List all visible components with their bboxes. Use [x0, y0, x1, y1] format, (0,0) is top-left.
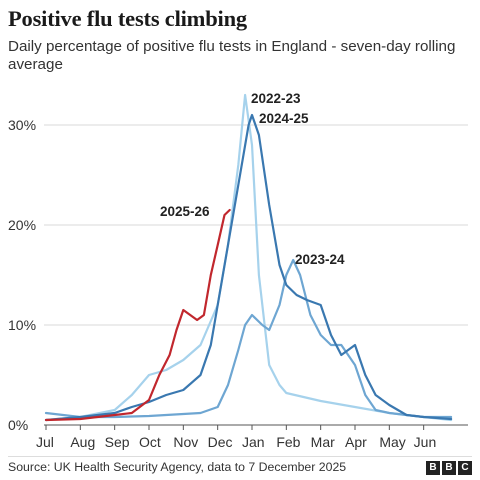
x-tick-label: Jul — [36, 434, 54, 450]
y-tick-label: 30% — [8, 117, 36, 133]
series-line-2022-23 — [44, 93, 453, 422]
x-tick-label: Mar — [311, 434, 335, 450]
logo-letter: C — [458, 461, 472, 475]
series-lines — [44, 93, 453, 422]
page-subtitle: Daily percentage of positive flu tests i… — [8, 38, 456, 73]
y-axis-ticks: 0% 10% 20% 30% — [8, 117, 36, 433]
x-tick-label: Sep — [105, 434, 130, 450]
x-tick-label: Feb — [276, 434, 300, 450]
bbc-logo: B B C — [426, 461, 472, 475]
x-tick-label: Oct — [139, 434, 161, 450]
grid-lines — [44, 124, 468, 426]
y-tick-label: 0% — [8, 417, 28, 433]
series-label-2023-24: 2023-24 — [295, 252, 345, 267]
series-line-2023-24 — [44, 258, 453, 419]
series-labels: 2022-23 2024-25 2023-24 2025-26 — [160, 91, 345, 267]
series-label-2022-23: 2022-23 — [251, 91, 301, 106]
x-tick-label: May — [379, 434, 405, 450]
x-tick-label: Jun — [414, 434, 437, 450]
series-line-2024-25 — [44, 113, 453, 422]
logo-letter: B — [442, 461, 456, 475]
series-label-2025-26: 2025-26 — [160, 204, 210, 219]
series-label-2024-25: 2024-25 — [259, 111, 309, 126]
x-tick-label: Dec — [208, 434, 233, 450]
y-tick-label: 10% — [8, 317, 36, 333]
series-line-2025-26 — [44, 208, 231, 422]
x-tick-label: Apr — [345, 434, 367, 450]
x-tick-label: Jan — [242, 434, 265, 450]
x-tick-label: Aug — [70, 434, 95, 450]
x-axis-ticks: Jul Aug Sep Oct Nov Dec Jan Feb Mar Apr May Jun — [36, 425, 436, 450]
x-tick-label: Nov — [173, 434, 198, 450]
logo-letter: B — [426, 461, 440, 475]
source-note: Source: UK Health Security Agency, data … — [8, 460, 347, 474]
footer-divider — [8, 456, 472, 457]
page-title: Positive flu tests climbing — [8, 6, 247, 31]
y-tick-label: 20% — [8, 217, 36, 233]
